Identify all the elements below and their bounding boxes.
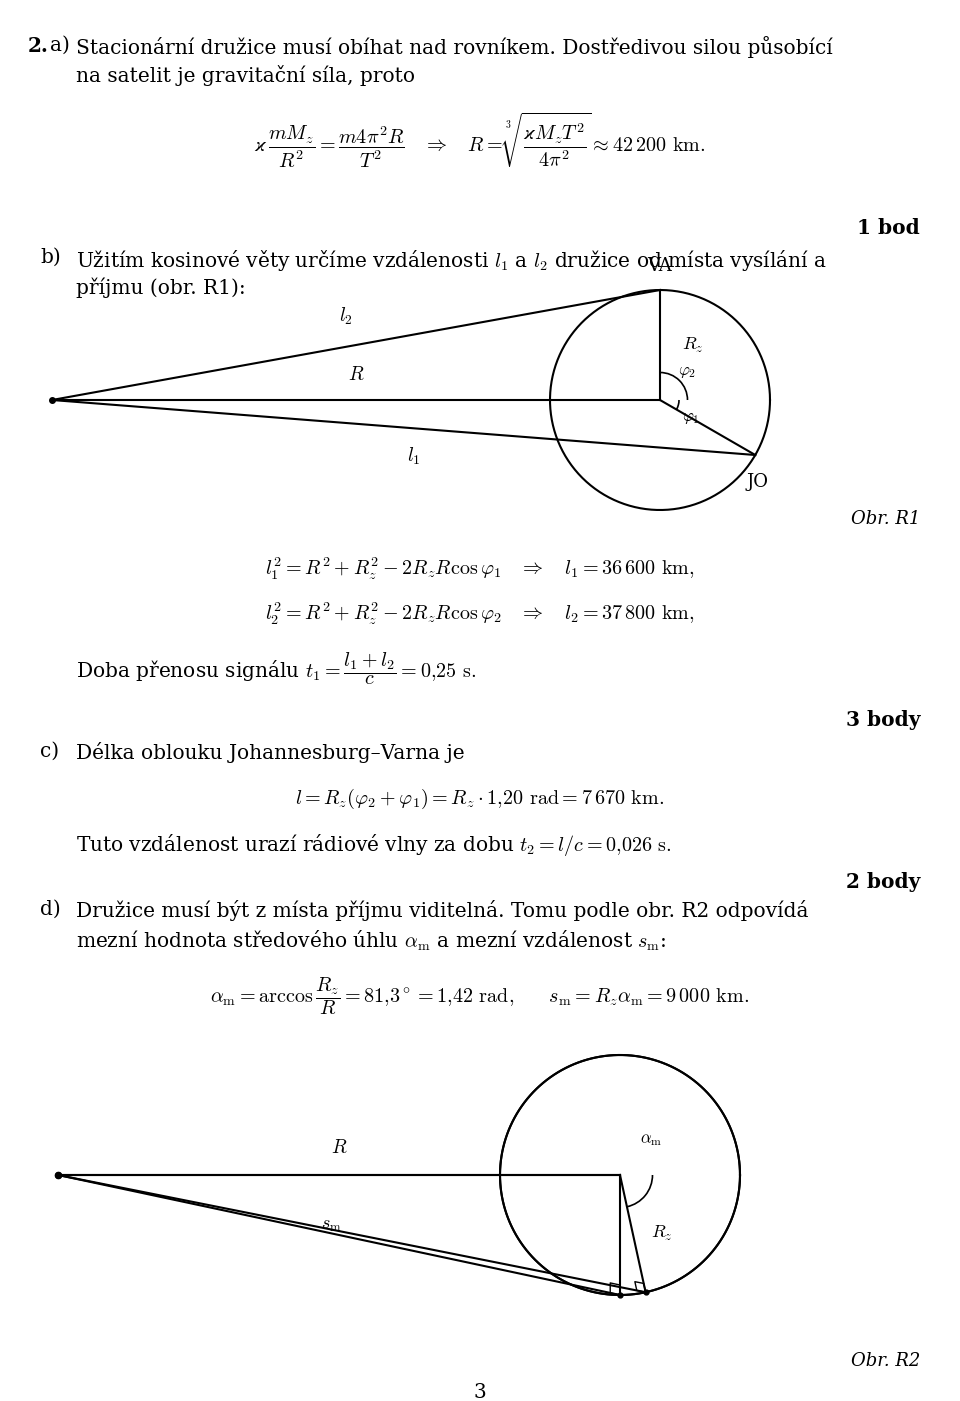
Text: $\alpha_\mathrm{m}$: $\alpha_\mathrm{m}$	[640, 1132, 662, 1149]
Text: Stacionární družice musí obíhat nad rovníkem. Dostředivou silou působící: Stacionární družice musí obíhat nad rovn…	[76, 36, 832, 57]
Text: $l = R_z(\varphi_2 + \varphi_1) = R_z \cdot 1{,}20\text{ rad} = 7\,670\text{ km}: $l = R_z(\varphi_2 + \varphi_1) = R_z \c…	[296, 787, 664, 811]
Text: b): b)	[40, 248, 60, 268]
Text: VA: VA	[648, 256, 672, 275]
Text: $\varphi_2$: $\varphi_2$	[678, 363, 696, 381]
Text: $l_1^2 = R^2 + R_z^2 - 2R_z R\cos\varphi_1 \quad\Rightarrow\quad l_1 = 36\,600\t: $l_1^2 = R^2 + R_z^2 - 2R_z R\cos\varphi…	[265, 555, 695, 581]
Text: příjmu (obr. R1):: příjmu (obr. R1):	[76, 277, 246, 297]
Text: 2 body: 2 body	[846, 871, 920, 892]
Text: 3 body: 3 body	[846, 710, 920, 730]
Text: Délka oblouku Johannesburg–Varna je: Délka oblouku Johannesburg–Varna je	[76, 743, 465, 764]
Text: $l_2$: $l_2$	[339, 305, 353, 326]
Text: $l_2^2 = R^2 + R_z^2 - 2R_z R\cos\varphi_2 \quad\Rightarrow\quad l_2 = 37\,800\t: $l_2^2 = R^2 + R_z^2 - 2R_z R\cos\varphi…	[265, 600, 695, 626]
Text: $R_z$: $R_z$	[651, 1224, 672, 1243]
Text: mezní hodnota středového úhlu $\alpha_\mathrm{m}$ a mezní vzdálenost $s_\mathrm{: mezní hodnota středového úhlu $\alpha_\m…	[76, 929, 666, 954]
Text: $l_1$: $l_1$	[407, 446, 420, 467]
Text: Tuto vzdálenost urazí rádiové vlny za dobu $t_2 = l/c = 0{,}026\text{ s}.$: Tuto vzdálenost urazí rádiové vlny za do…	[76, 832, 672, 857]
Text: Doba přenosu signálu $t_1 = \dfrac{l_1 + l_2}{c} = 0{,}25\text{ s}.$: Doba přenosu signálu $t_1 = \dfrac{l_1 +…	[76, 650, 476, 686]
Text: a): a)	[50, 36, 70, 55]
Text: c): c)	[40, 743, 60, 761]
Text: $\varphi_1$: $\varphi_1$	[682, 409, 700, 426]
Text: Obr. R2: Obr. R2	[851, 1352, 920, 1370]
Text: Obr. R1: Obr. R1	[851, 510, 920, 528]
Text: Družice musí být z místa příjmu viditelná. Tomu podle obr. R2 odpovídá: Družice musí být z místa příjmu viditeln…	[76, 899, 808, 920]
Text: na satelit je gravitační síla, proto: na satelit je gravitační síla, proto	[76, 64, 415, 85]
Text: Užitím kosinové věty určíme vzdálenosti $l_1$ a $l_2$ družice od místa vysílání : Užitím kosinové věty určíme vzdálenosti …	[76, 248, 827, 273]
Text: $s_\mathrm{m}$: $s_\mathrm{m}$	[322, 1216, 342, 1234]
Text: $\alpha_\mathrm{m} = \arccos\dfrac{R_z}{R} = 81{,}3^\circ = 1{,}42\text{ rad,}\q: $\alpha_\mathrm{m} = \arccos\dfrac{R_z}{…	[210, 975, 750, 1017]
Text: 2.: 2.	[28, 36, 49, 56]
Text: 1 bod: 1 bod	[857, 219, 920, 238]
Text: $R$: $R$	[330, 1139, 348, 1157]
Text: d): d)	[40, 899, 60, 919]
Text: $R$: $R$	[348, 366, 364, 384]
Text: 3: 3	[473, 1383, 487, 1401]
Text: $R_z$: $R_z$	[682, 335, 704, 354]
Text: $\varkappa\,\dfrac{mM_z}{R^2} = \dfrac{m4\pi^2 R}{T^2}\quad\Rightarrow\quadR = \: $\varkappa\,\dfrac{mM_z}{R^2} = \dfrac{m…	[254, 111, 706, 170]
Text: JO: JO	[746, 474, 768, 490]
